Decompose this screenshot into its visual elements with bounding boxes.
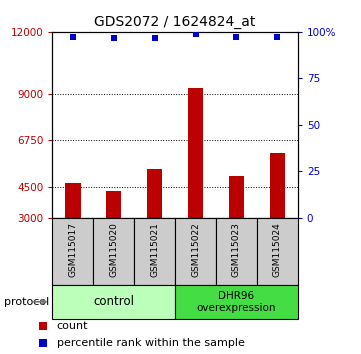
Bar xyxy=(270,153,285,218)
Text: GSM115023: GSM115023 xyxy=(232,223,241,278)
Bar xyxy=(106,191,122,218)
Text: GSM115021: GSM115021 xyxy=(150,223,159,278)
Bar xyxy=(147,169,162,218)
Bar xyxy=(175,218,216,285)
Title: GDS2072 / 1624824_at: GDS2072 / 1624824_at xyxy=(94,16,256,29)
Text: GSM115017: GSM115017 xyxy=(68,223,77,278)
Text: count: count xyxy=(57,321,88,331)
Bar xyxy=(65,183,81,218)
Bar xyxy=(216,218,257,285)
Bar xyxy=(134,218,175,285)
Text: GSM115024: GSM115024 xyxy=(273,223,282,278)
Bar xyxy=(52,285,175,319)
Bar xyxy=(93,218,134,285)
Bar xyxy=(52,218,93,285)
Text: GSM115020: GSM115020 xyxy=(109,223,118,278)
Bar xyxy=(257,218,298,285)
Text: control: control xyxy=(93,295,134,308)
Text: percentile rank within the sample: percentile rank within the sample xyxy=(57,338,245,348)
Bar xyxy=(229,176,244,218)
Text: DHR96
overexpression: DHR96 overexpression xyxy=(197,291,276,313)
Bar xyxy=(175,285,298,319)
Text: protocol: protocol xyxy=(4,297,49,307)
Text: GSM115022: GSM115022 xyxy=(191,223,200,278)
Bar xyxy=(188,88,203,218)
